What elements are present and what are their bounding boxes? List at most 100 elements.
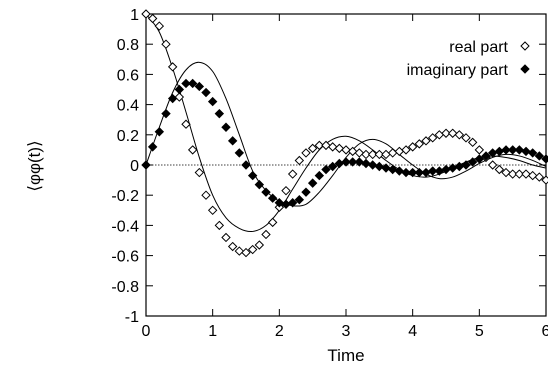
real-part-point: [474, 145, 485, 155]
imaginary-part-point: [181, 78, 191, 89]
y-tick-label: -0.8: [111, 279, 139, 296]
imaginary-part-point: [167, 93, 178, 104]
real-part-point: [327, 142, 338, 152]
imaginary-part-point: [407, 167, 418, 178]
imaginary-part-point: [521, 146, 531, 157]
y-tick-label: 0: [130, 158, 139, 175]
imaginary-part-point: [221, 122, 231, 132]
real-part-point: [261, 229, 271, 240]
real-part-point: [301, 148, 311, 158]
real-part-point: [141, 9, 151, 19]
real-part-point: [367, 149, 378, 160]
imaginary-part-point: [301, 187, 311, 197]
real-part-point: [487, 160, 498, 170]
real-part-point: [401, 145, 411, 155]
real-part-point: [381, 149, 391, 160]
imaginary-part-point: [461, 160, 471, 170]
imaginary-part-point: [141, 160, 151, 170]
real-part-point: [321, 140, 331, 151]
x-tick-label: 3: [342, 323, 351, 340]
imaginary-part-point: [274, 198, 285, 208]
real-part-point: [374, 149, 385, 160]
real-part-point: [447, 128, 458, 138]
imaginary-part-point: [307, 178, 318, 188]
y-tick-label: -0.6: [111, 249, 139, 266]
x-tick-label: 0: [142, 323, 151, 340]
real-part-point: [267, 217, 278, 228]
imaginary-part-point: [287, 198, 298, 208]
imaginary-part-point: [161, 108, 171, 119]
imaginary-part-point: [314, 170, 325, 181]
imaginary-part-point: [247, 170, 258, 181]
y-tick-label: 0.8: [117, 37, 139, 54]
imaginary-part-point: [434, 166, 445, 176]
real-part-point: [514, 169, 525, 179]
imaginary-part-point: [327, 161, 338, 172]
imaginary-part-point: [381, 163, 391, 173]
imaginary-part-point: [254, 179, 265, 190]
imaginary-part-point: [514, 145, 525, 155]
real-part-point: [294, 155, 305, 166]
y-axis-label: ⟨φφ(t)⟩: [25, 140, 44, 191]
imaginary-part-point: [361, 158, 371, 169]
y-tick-label: -0.2: [111, 188, 139, 205]
imaginary-part-point: [341, 157, 351, 167]
x-tick-label: 6: [542, 323, 548, 340]
real-part-point: [221, 232, 231, 243]
imaginary-part-point: [427, 166, 438, 176]
real-part-point: [507, 169, 518, 179]
imaginary-part-point: [294, 195, 305, 205]
real-part-point: [194, 167, 205, 178]
real-part-point: [201, 190, 211, 200]
legend-label: imaginary part: [407, 62, 509, 79]
real-part-point: [501, 167, 511, 178]
real-part-point: [347, 146, 358, 157]
real-part-point: [541, 175, 548, 185]
imaginary-part-point: [387, 164, 398, 175]
imaginary-part-point: [234, 148, 245, 158]
x-tick-label: 2: [275, 323, 284, 340]
real-part-point: [247, 244, 258, 255]
imaginary-part-point: [261, 187, 271, 197]
real-part-point: [394, 146, 405, 157]
legend-marker-imaginary: [520, 64, 530, 74]
real-part-point: [414, 139, 425, 149]
real-part-point: [494, 164, 505, 175]
real-part-point: [167, 62, 178, 72]
real-part-point: [307, 143, 318, 154]
imaginary-part-point: [414, 167, 425, 178]
imaginary-part-point: [374, 161, 385, 172]
imaginary-part-point: [174, 84, 185, 95]
real-part-point: [174, 92, 185, 102]
real-part-point: [407, 142, 418, 152]
imaginary-part-point: [474, 154, 485, 164]
real-part-point: [147, 13, 158, 24]
real-part-point: [181, 119, 191, 129]
real-part-point: [314, 140, 325, 151]
real-part-point: [534, 172, 545, 182]
imaginary-part-point: [267, 193, 278, 203]
real-part-point: [361, 149, 371, 160]
x-axis-label: Time: [327, 346, 364, 365]
real-part-point: [234, 246, 245, 256]
y-tick-label: 1: [130, 7, 139, 24]
x-tick-label: 4: [408, 323, 417, 340]
real-part-point: [467, 137, 478, 148]
imaginary-part-point: [347, 157, 358, 167]
real-part-point: [207, 205, 218, 216]
real-part-point: [334, 143, 345, 154]
x-tick-label: 5: [475, 323, 484, 340]
imaginary-part-point: [214, 108, 225, 119]
real-part-point: [187, 145, 198, 155]
imaginary-part-point: [501, 145, 511, 155]
imaginary-part-point: [241, 160, 251, 170]
real-part-point: [254, 240, 265, 250]
imaginary-part-point: [147, 142, 158, 152]
imaginary-part-point: [227, 136, 238, 146]
y-tick-label: 0.6: [117, 67, 139, 84]
real-part-point: [154, 21, 165, 31]
fit-curve-3: [145, 61, 547, 207]
real-part-point: [281, 185, 291, 196]
y-tick-label: -1: [125, 309, 139, 326]
real-part-point: [214, 220, 225, 231]
